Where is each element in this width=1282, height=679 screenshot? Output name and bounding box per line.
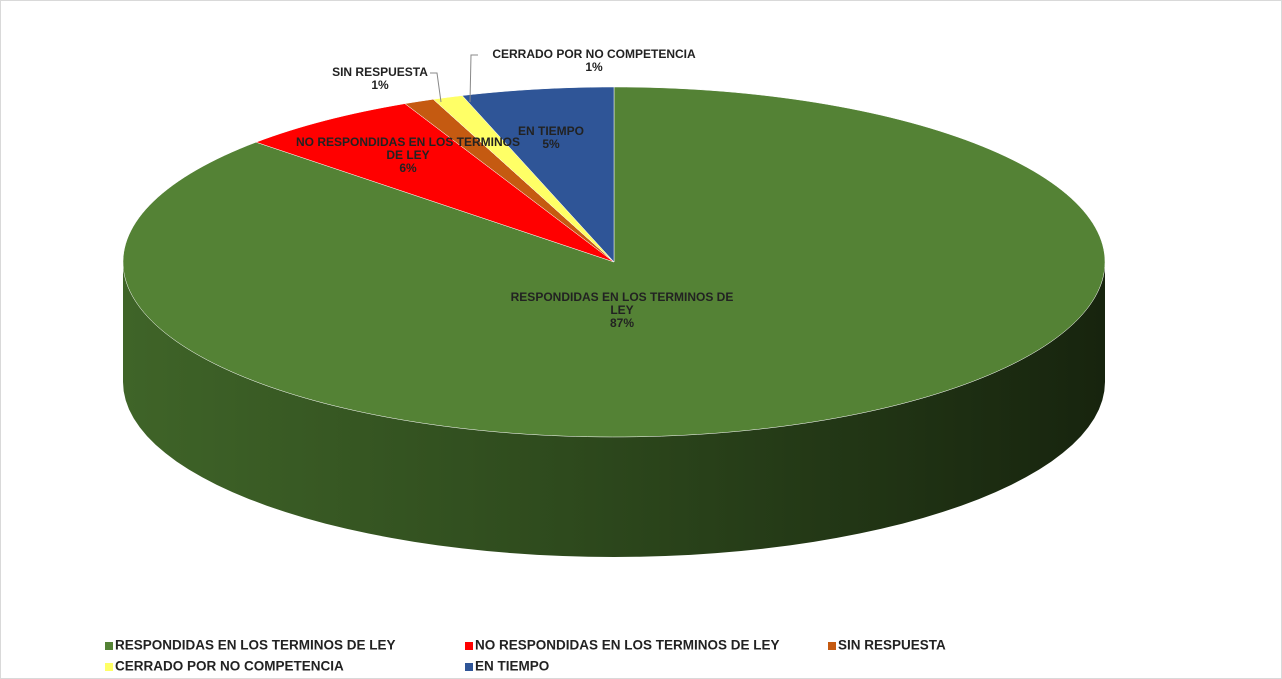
legend-swatch <box>105 663 113 671</box>
slice-side <box>123 262 1105 557</box>
legend-swatch <box>465 663 473 671</box>
data-label-value: 6% <box>399 161 417 175</box>
data-label-name: SIN RESPUESTA <box>332 65 428 79</box>
data-label-name: CERRADO POR NO COMPETENCIA <box>492 47 696 61</box>
legend-label: EN TIEMPO <box>475 659 549 674</box>
data-label-value: 1% <box>371 78 389 92</box>
legend-swatch <box>105 642 113 650</box>
pie <box>122 86 1106 557</box>
legend: RESPONDIDAS EN LOS TERMINOS DE LEY NO RES… <box>105 638 946 674</box>
data-label-name: RESPONDIDAS EN LOS TERMINOS DE LEY <box>511 290 734 317</box>
data-label-value: 87% <box>610 316 634 330</box>
legend-label: RESPONDIDAS EN LOS TERMINOS DE LEY <box>115 638 396 653</box>
data-label-value: 5% <box>542 137 560 151</box>
slice <box>461 86 615 263</box>
leader-line <box>430 72 442 103</box>
data-label-value: 1% <box>585 60 603 74</box>
data-label-name: NO RESPONDIDAS EN LOS TERMINOS DE LEY <box>296 135 520 162</box>
legend-swatch <box>828 642 836 650</box>
legend-label: CERRADO POR NO COMPETENCIA <box>115 659 344 674</box>
legend-label: NO RESPONDIDAS EN LOS TERMINOS DE LEY <box>475 638 780 653</box>
legend-label: SIN RESPUESTA <box>838 638 946 653</box>
legend-swatch <box>465 642 473 650</box>
slice <box>255 103 615 263</box>
leader-line <box>469 54 478 103</box>
data-label-name: EN TIEMPO <box>518 124 584 138</box>
